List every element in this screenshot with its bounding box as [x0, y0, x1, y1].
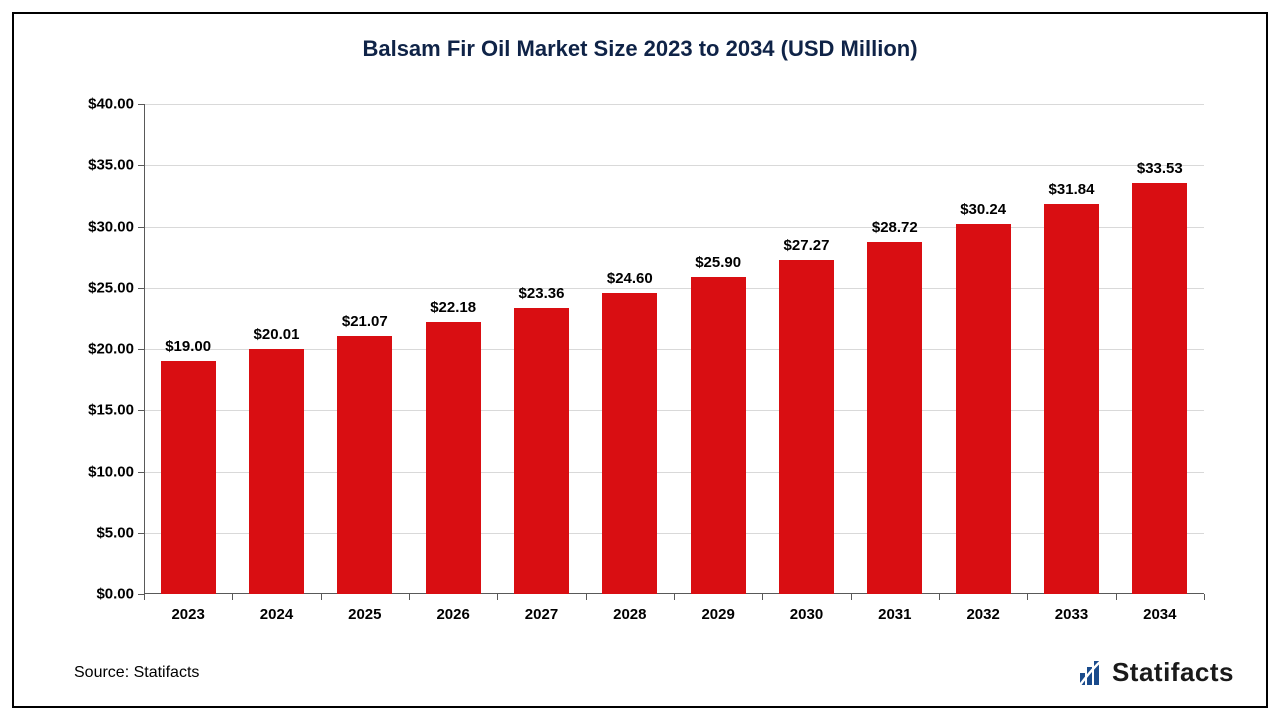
xtick-mark [497, 594, 498, 600]
xtick-mark [674, 594, 675, 600]
ytick-mark [138, 104, 144, 105]
bar-group: $24.602028 [602, 104, 657, 594]
bar-value-label: $30.24 [960, 201, 1006, 218]
bar-group: $19.002023 [161, 104, 216, 594]
bar [514, 308, 569, 594]
xtick-mark [851, 594, 852, 600]
bar [161, 361, 216, 594]
xtick-mark [939, 594, 940, 600]
bar-group: $27.272030 [779, 104, 834, 594]
ytick-label: $15.00 [88, 402, 134, 419]
ytick-mark [138, 227, 144, 228]
bar [426, 322, 481, 594]
plot-area: $0.00$5.00$10.00$15.00$20.00$25.00$30.00… [144, 104, 1204, 594]
bar [779, 260, 834, 594]
bar [867, 242, 922, 594]
bar [956, 224, 1011, 594]
xtick-mark [1116, 594, 1117, 600]
bar [691, 277, 746, 594]
bar-group: $22.182026 [426, 104, 481, 594]
bar-group: $28.722031 [867, 104, 922, 594]
xtick-mark [144, 594, 145, 600]
bar-category-label: 2024 [260, 606, 293, 623]
brand-text: Statifacts [1112, 657, 1234, 688]
source-label: Source: Statifacts [74, 664, 199, 682]
bar-category-label: 2029 [701, 606, 734, 623]
bar-group: $21.072025 [337, 104, 392, 594]
bar-category-label: 2028 [613, 606, 646, 623]
bar-value-label: $19.00 [165, 338, 211, 355]
xtick-mark [586, 594, 587, 600]
bar-value-label: $25.90 [695, 254, 741, 271]
bar-category-label: 2023 [171, 606, 204, 623]
bar [1044, 204, 1099, 594]
brand-bars-icon [1078, 659, 1106, 687]
bar [602, 293, 657, 594]
bar [249, 349, 304, 594]
ytick-label: $0.00 [96, 586, 134, 603]
ytick-mark [138, 349, 144, 350]
bar-category-label: 2030 [790, 606, 823, 623]
ytick-mark [138, 288, 144, 289]
bar-group: $20.012024 [249, 104, 304, 594]
chart-title: Balsam Fir Oil Market Size 2023 to 2034 … [14, 36, 1266, 62]
xtick-mark [762, 594, 763, 600]
bar-value-label: $33.53 [1137, 160, 1183, 177]
xtick-mark [1204, 594, 1205, 600]
ytick-label: $40.00 [88, 96, 134, 113]
brand-logo: Statifacts [1078, 657, 1234, 688]
ytick-label: $35.00 [88, 157, 134, 174]
bar-value-label: $28.72 [872, 219, 918, 236]
ytick-mark [138, 165, 144, 166]
bar-group: $33.532034 [1132, 104, 1187, 594]
bar-value-label: $22.18 [430, 299, 476, 316]
ytick-mark [138, 410, 144, 411]
bar-category-label: 2034 [1143, 606, 1176, 623]
bar-category-label: 2026 [436, 606, 469, 623]
bar-value-label: $23.36 [519, 285, 565, 302]
xtick-mark [321, 594, 322, 600]
xtick-mark [232, 594, 233, 600]
ytick-label: $30.00 [88, 218, 134, 235]
bar-value-label: $24.60 [607, 270, 653, 287]
chart-frame: Balsam Fir Oil Market Size 2023 to 2034 … [12, 12, 1268, 708]
ytick-mark [138, 472, 144, 473]
bar-category-label: 2031 [878, 606, 911, 623]
bar-category-label: 2025 [348, 606, 381, 623]
ytick-label: $25.00 [88, 279, 134, 296]
bar-category-label: 2033 [1055, 606, 1088, 623]
ytick-mark [138, 533, 144, 534]
xtick-mark [409, 594, 410, 600]
ytick-label: $5.00 [96, 524, 134, 541]
bar-value-label: $27.27 [784, 237, 830, 254]
xtick-mark [1027, 594, 1028, 600]
bar-value-label: $20.01 [254, 326, 300, 343]
bar-group: $31.842033 [1044, 104, 1099, 594]
bar [337, 336, 392, 594]
bar-value-label: $31.84 [1049, 181, 1095, 198]
bar-category-label: 2027 [525, 606, 558, 623]
bar-value-label: $21.07 [342, 313, 388, 330]
bar-group: $23.362027 [514, 104, 569, 594]
bar [1132, 183, 1187, 594]
bar-category-label: 2032 [966, 606, 999, 623]
bar-group: $25.902029 [691, 104, 746, 594]
ytick-label: $20.00 [88, 341, 134, 358]
ytick-label: $10.00 [88, 463, 134, 480]
bar-group: $30.242032 [956, 104, 1011, 594]
